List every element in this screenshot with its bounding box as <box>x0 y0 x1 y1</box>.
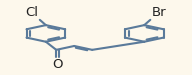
Text: Cl: Cl <box>25 7 38 20</box>
Text: O: O <box>53 58 63 71</box>
Text: Br: Br <box>152 7 166 20</box>
